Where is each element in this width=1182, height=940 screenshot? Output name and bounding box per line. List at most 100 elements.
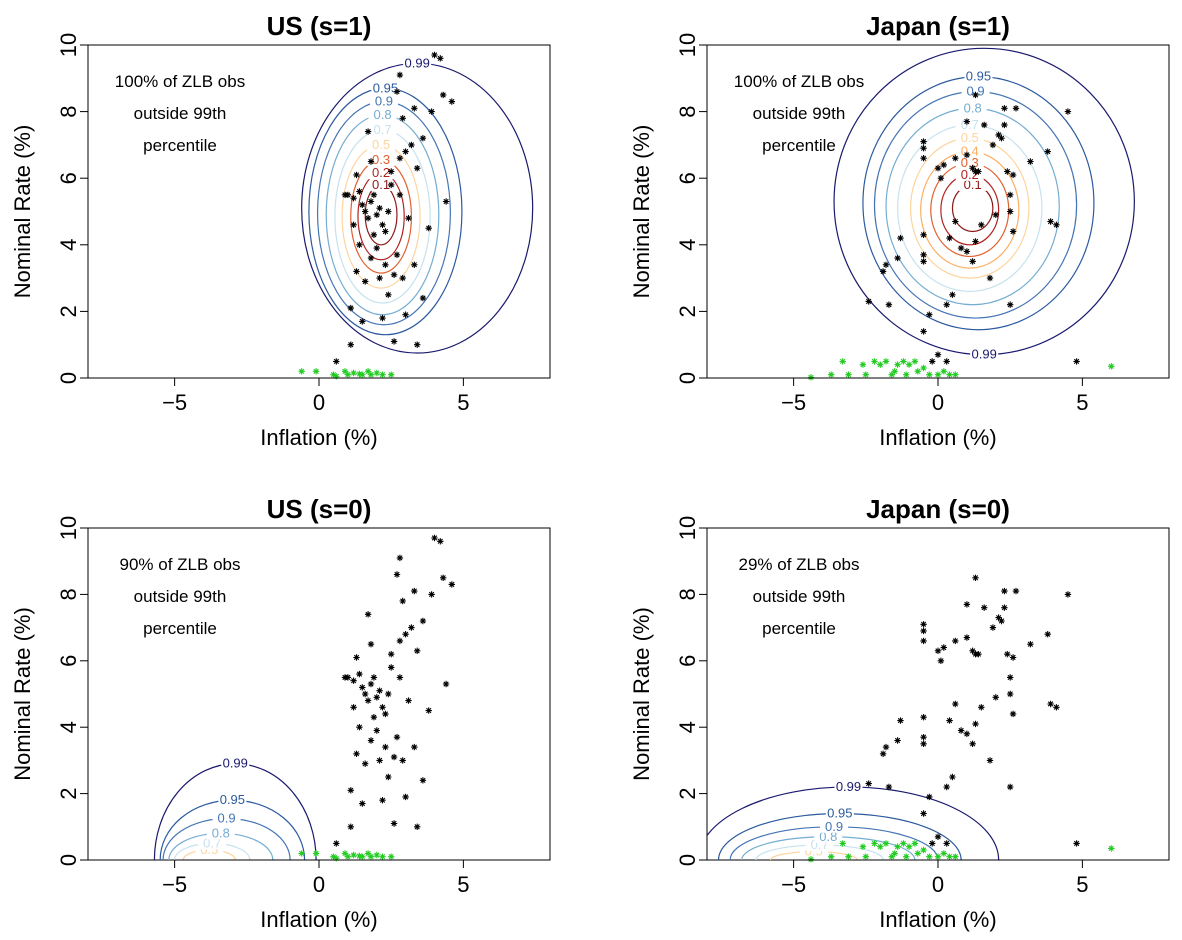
zlb-point — [845, 371, 852, 378]
data-point — [981, 121, 988, 129]
data-point — [405, 215, 412, 222]
data-point — [347, 304, 354, 312]
y-tick-label: 6 — [56, 172, 81, 184]
zlb-point — [839, 358, 846, 365]
zlb-point — [871, 840, 878, 847]
data-point — [364, 215, 372, 222]
contour-label-bg — [955, 116, 984, 131]
x-tick-label: −5 — [162, 390, 187, 415]
contour-label: 0.9 — [966, 84, 984, 99]
data-point — [359, 684, 366, 691]
zlb-point — [946, 371, 953, 378]
zlb-point — [344, 371, 352, 378]
data-point — [972, 91, 979, 99]
zlb-point — [871, 358, 878, 365]
zlb-point — [807, 374, 815, 381]
data-point — [442, 198, 450, 205]
data-point — [353, 750, 360, 757]
data-point — [963, 601, 971, 608]
data-point — [350, 704, 357, 711]
data-point — [379, 314, 386, 322]
zlb-point — [914, 850, 921, 857]
chart-title: US (s=1) — [267, 11, 372, 41]
data-point — [897, 717, 904, 724]
data-point — [882, 261, 890, 268]
data-point — [929, 840, 936, 847]
y-tick-label: 4 — [56, 721, 81, 733]
data-point — [969, 258, 976, 265]
data-point — [963, 248, 971, 255]
y-tick-label: 8 — [56, 588, 81, 600]
data-point — [399, 274, 406, 282]
data-point — [411, 743, 418, 751]
contour-label-bg — [955, 155, 984, 170]
data-point — [934, 647, 942, 654]
zlb-point — [859, 361, 867, 368]
chart-title: Japan (s=1) — [866, 11, 1010, 41]
data-point — [393, 88, 401, 95]
data-point — [376, 757, 383, 764]
data-point — [972, 574, 979, 581]
data-point — [425, 225, 432, 232]
data-point — [995, 614, 1002, 621]
data-point — [419, 135, 427, 142]
zlb-point — [888, 371, 895, 378]
zlb-point — [364, 850, 372, 857]
data-point — [396, 637, 404, 645]
data-point — [353, 654, 360, 661]
data-point — [440, 91, 447, 99]
contour-label: 0.95 — [827, 806, 852, 821]
zlb-point — [828, 371, 835, 378]
zlb-point — [940, 850, 947, 857]
data-point — [367, 641, 375, 648]
data-point — [414, 823, 421, 830]
contour-label: 0.5 — [961, 130, 979, 145]
contour-label-bg — [206, 825, 235, 840]
data-point — [1009, 171, 1017, 179]
x-tick-label: 0 — [932, 872, 944, 897]
data-point — [1009, 654, 1017, 661]
annotation-line: percentile — [143, 136, 217, 155]
data-point — [1001, 105, 1008, 112]
data-point — [396, 191, 404, 198]
data-point — [989, 624, 997, 631]
data-point — [388, 168, 395, 175]
contour-label-bg — [955, 130, 984, 145]
y-tick-label: 4 — [675, 239, 700, 251]
data-point — [370, 714, 378, 721]
data-point — [1007, 208, 1014, 215]
contour-label: 0.8 — [373, 107, 391, 122]
data-point — [975, 651, 982, 658]
data-point — [388, 664, 395, 671]
y-tick-label: 8 — [675, 588, 700, 600]
data-point — [1047, 700, 1054, 708]
zlb-point — [356, 370, 363, 378]
data-point — [986, 757, 994, 764]
zlb-point — [356, 852, 363, 860]
data-point — [1004, 651, 1011, 658]
data-point — [1044, 148, 1051, 155]
contour-label-bg — [834, 778, 863, 793]
x-axis-label: Inflation (%) — [879, 907, 996, 932]
data-point — [963, 730, 971, 737]
panel-japan-s1: 0.10.20.30.40.50.70.80.90.950.99−5 0 50246… — [629, 11, 1170, 450]
zlb-point — [807, 856, 815, 863]
y-axis-label: Nominal Rate (%) — [10, 607, 35, 781]
data-point — [367, 254, 375, 262]
chart-title: US (s=0) — [267, 494, 372, 524]
zlb-point — [934, 853, 942, 860]
data-point — [388, 651, 395, 658]
zlb-point — [333, 373, 340, 380]
data-point — [1007, 690, 1014, 698]
zlb-point — [894, 361, 901, 368]
data-point — [419, 294, 427, 302]
x-tick-label: 5 — [1076, 390, 1088, 415]
data-point — [353, 171, 360, 179]
data-point — [370, 191, 378, 198]
x-axis-label: Inflation (%) — [260, 907, 377, 932]
contour-label: 0.2 — [372, 165, 390, 180]
data-point — [972, 720, 979, 728]
contour-label-bg — [369, 93, 398, 108]
